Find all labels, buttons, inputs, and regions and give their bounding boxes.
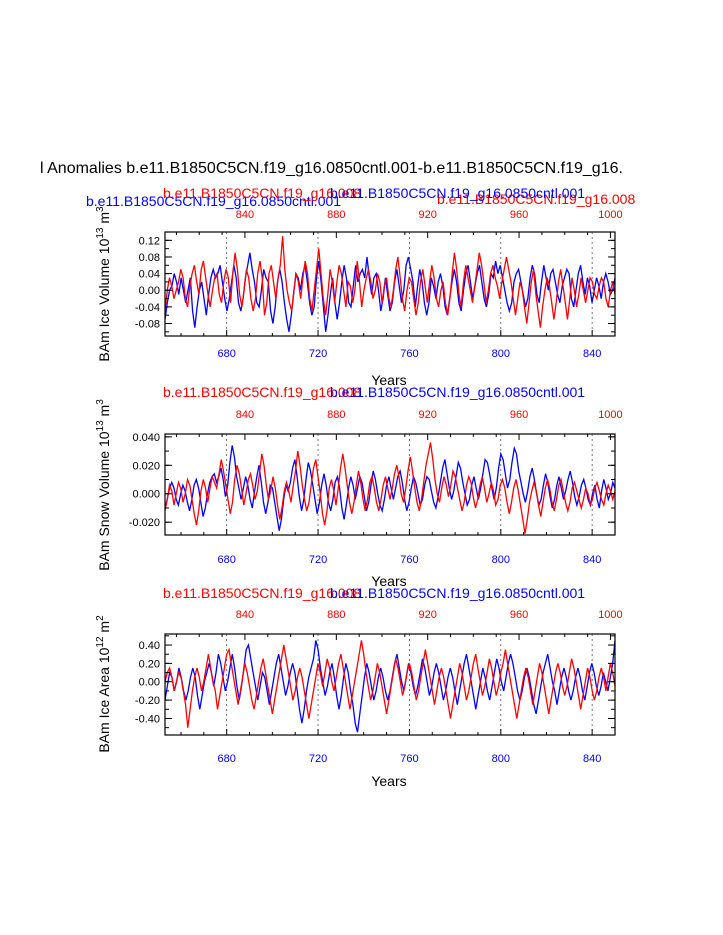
bottom-tick-label: 800 (492, 554, 510, 566)
y-axis-label-unit-exponent: 2 (95, 615, 106, 621)
y-tick-label: 0.20 (139, 658, 160, 670)
top-tick-label: 920 (419, 409, 437, 421)
chart-panel-1: b.e11.B1850C5CN.f19_g16.008b.e11.B1850C5… (95, 185, 623, 388)
y-tick-label: -0.40 (135, 713, 160, 725)
top-tick-label: 840 (236, 609, 254, 621)
series-line-cntl-blue (165, 445, 615, 531)
y-tick-label: -0.08 (135, 319, 160, 331)
bottom-tick-label: 680 (217, 554, 235, 566)
x-axis-label: Years (371, 372, 406, 388)
y-tick-label: -0.020 (129, 517, 160, 529)
bottom-tick-label: 800 (492, 753, 510, 765)
y-tick-label: 0.040 (132, 432, 160, 444)
y-axis-label: BAm Ice Volume 1013 m3 (95, 206, 112, 362)
y-tick-label: 0.000 (132, 489, 160, 501)
x-axis-label: Years (371, 573, 406, 589)
top-tick-label: 1000 (598, 409, 622, 421)
y-tick-label: 0.020 (132, 460, 160, 472)
y-tick-label: 0.00 (139, 677, 160, 689)
y-axis-label-unit: m (96, 621, 112, 637)
top-overlay-red-label: b.e11.B1850C5CN.f19_g16.008 (437, 191, 635, 207)
panel-red-title: b.e11.B1850C5CN.f19_g16.008 (163, 185, 361, 201)
y-axis-label-main: BAm Ice Area 10 (96, 647, 112, 752)
bottom-tick-label: 680 (217, 753, 235, 765)
panel-red-title: b.e11.B1850C5CN.f19_g16.008 (163, 585, 361, 601)
y-axis-label: BAm Ice Area 1012 m2 (95, 615, 112, 753)
top-tick-label: 1000 (598, 209, 622, 221)
y-axis-label-exponent: 12 (95, 636, 106, 648)
y-tick-label: 0.40 (139, 640, 160, 652)
top-tick-label: 840 (236, 409, 254, 421)
y-axis-label-exponent: 13 (95, 420, 106, 432)
top-tick-label: 840 (236, 209, 254, 221)
top-tick-label: 960 (510, 609, 528, 621)
top-tick-label: 960 (510, 409, 528, 421)
y-tick-label: 0.04 (139, 269, 160, 281)
x-axis-label: Years (371, 773, 406, 789)
y-tick-label: 0.00 (139, 285, 160, 297)
chart-panels: b.e11.B1850C5CN.f19_g16.008b.e11.B1850C5… (95, 185, 623, 789)
series-line-008-red (165, 236, 615, 328)
top-tick-label: 920 (419, 609, 437, 621)
top-overlay-blue-label: b.e11.B1850C5CN.f19_g16.0850cntl.001 (86, 193, 341, 209)
y-axis-label: BAm Snow Volume 1013 m3 (95, 399, 112, 571)
y-tick-label: 0.12 (139, 235, 160, 247)
y-axis-label-unit-exponent: 3 (95, 206, 106, 212)
bottom-tick-label: 760 (400, 753, 418, 765)
y-axis-label-main: BAm Snow Volume 10 (96, 431, 112, 571)
bottom-tick-label: 760 (400, 348, 418, 360)
bottom-tick-label: 840 (583, 348, 601, 360)
series-line-008-red (165, 442, 615, 534)
panel-blue-title: b.e11.B1850C5CN.f19_g16.0850cntl.001 (330, 585, 585, 601)
y-tick-label: 0.08 (139, 252, 160, 264)
y-axis-label-unit: m (96, 212, 112, 228)
bottom-tick-label: 840 (583, 753, 601, 765)
panel-blue-title: b.e11.B1850C5CN.f19_g16.0850cntl.001 (330, 185, 585, 201)
bottom-tick-label: 720 (309, 348, 327, 360)
top-tick-label: 960 (510, 209, 528, 221)
chart-panel-3: b.e11.B1850C5CN.f19_g16.008b.e11.B1850C5… (95, 585, 623, 789)
bottom-tick-label: 680 (217, 348, 235, 360)
series-line-cntl-blue (165, 640, 615, 733)
plot-frame (164, 633, 616, 736)
bottom-tick-label: 800 (492, 348, 510, 360)
y-axis-label-unit: m (96, 405, 112, 421)
top-tick-label: 880 (327, 609, 345, 621)
panel-red-title: b.e11.B1850C5CN.f19_g16.008 (163, 384, 361, 400)
top-tick-label: 880 (327, 409, 345, 421)
plot-frame (164, 231, 616, 337)
chart-panel-2: b.e11.B1850C5CN.f19_g16.008b.e11.B1850C5… (95, 384, 623, 589)
y-tick-label: -0.04 (135, 302, 160, 314)
top-tick-label: 880 (327, 209, 345, 221)
top-tick-label: 1000 (598, 609, 622, 621)
bottom-tick-label: 720 (309, 753, 327, 765)
series-line-008-red (165, 640, 615, 728)
plot-frame (164, 433, 616, 536)
bottom-tick-label: 720 (309, 554, 327, 566)
top-tick-label: 920 (419, 209, 437, 221)
panel-blue-title: b.e11.B1850C5CN.f19_g16.0850cntl.001 (330, 384, 585, 400)
figure-title: l Anomalies b.e11.B1850C5CN.f19_g16.0850… (40, 160, 623, 177)
y-axis-label-unit-exponent: 3 (95, 399, 106, 405)
series-line-cntl-blue (165, 252, 615, 332)
y-tick-label: -0.20 (135, 695, 160, 707)
y-axis-label-exponent: 13 (95, 227, 106, 239)
bottom-tick-label: 760 (400, 554, 418, 566)
bottom-tick-label: 840 (583, 554, 601, 566)
y-axis-label-main: BAm Ice Volume 10 (96, 238, 112, 361)
